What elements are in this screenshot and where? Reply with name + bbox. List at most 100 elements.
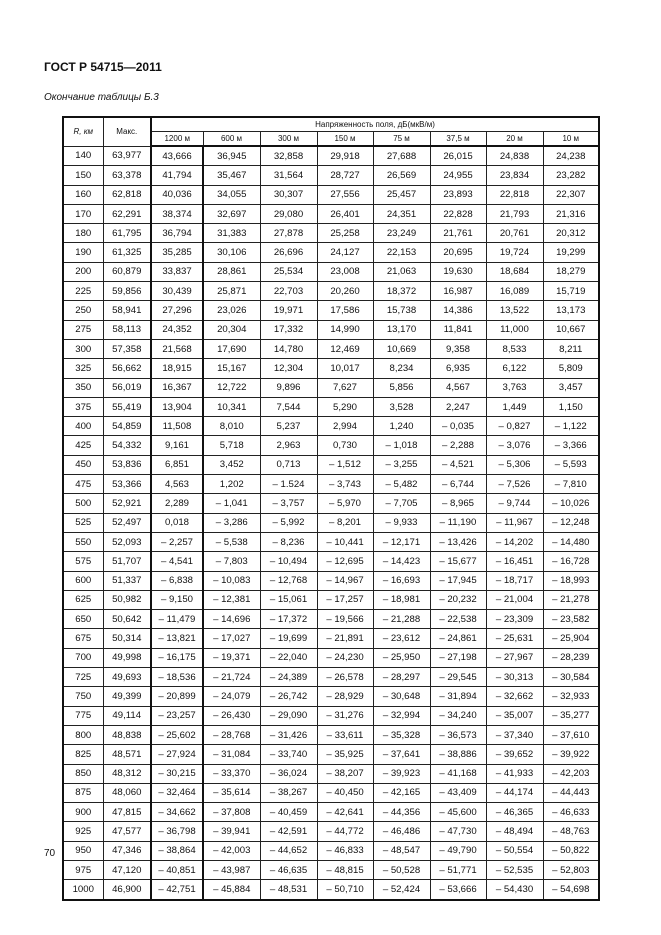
table-cell: – 53,666 bbox=[429, 879, 487, 901]
table-cell: – 23,612 bbox=[372, 628, 431, 649]
table-row: 975 47,120– 40,851– 43,987– 46,635– 48,81… bbox=[62, 859, 600, 881]
table-cell: – 37,340 bbox=[485, 724, 544, 746]
table-cell: – 37,641 bbox=[372, 744, 431, 765]
table-cell: 60,879 bbox=[102, 261, 152, 283]
table-cell: 26,401 bbox=[316, 203, 374, 225]
table-cell: 140 bbox=[62, 145, 104, 167]
table-cell: – 47,730 bbox=[429, 821, 487, 842]
table-cell: 19,971 bbox=[259, 300, 318, 321]
table-cell: 3,452 bbox=[202, 454, 261, 476]
table-cell: – 30,584 bbox=[542, 667, 600, 688]
table-cell: – 36,798 bbox=[150, 821, 204, 842]
table-cell: – 0,827 bbox=[485, 416, 544, 437]
table-cell: 450 bbox=[62, 454, 104, 476]
table-cell: – 39,923 bbox=[372, 763, 431, 784]
table-cell: – 18,981 bbox=[372, 589, 431, 611]
table-cell: – 33,611 bbox=[316, 724, 374, 746]
table-cell: – 52,803 bbox=[542, 859, 600, 881]
table-cell: – 7,526 bbox=[485, 474, 544, 495]
table-cell: – 33,370 bbox=[202, 763, 261, 784]
table-cell: 40,036 bbox=[150, 184, 204, 205]
table-cell: 24,955 bbox=[429, 165, 487, 186]
table-cell: 19,724 bbox=[485, 242, 544, 263]
table-cell: – 50,554 bbox=[485, 840, 544, 861]
table-cell: – 3,366 bbox=[542, 435, 600, 456]
table-cell: 21,063 bbox=[372, 261, 431, 283]
table-cell: 23,249 bbox=[372, 223, 431, 244]
table-cell: 3,528 bbox=[372, 396, 431, 418]
table-cell: – 37,808 bbox=[202, 802, 261, 823]
table-cell: – 31,426 bbox=[259, 724, 318, 746]
table-cell: – 17,372 bbox=[259, 609, 318, 630]
table-cell: 49,693 bbox=[102, 667, 152, 688]
table-cell: 825 bbox=[62, 744, 104, 765]
table-cell: – 8,965 bbox=[429, 493, 487, 514]
table-row: 325 56,662 18,915 15,167 12,304 10,017 8,234 6,… bbox=[62, 358, 600, 379]
table-cell: – 35,277 bbox=[542, 705, 600, 726]
table-cell: – 23,582 bbox=[542, 609, 600, 630]
table-cell: 22,818 bbox=[485, 184, 544, 205]
table-row: 500 52,921 2,289– 1,041– 3,757– 5,970– 7,7… bbox=[62, 493, 600, 514]
table-cell: 22,153 bbox=[372, 242, 431, 263]
table-cell: – 46,486 bbox=[372, 821, 431, 842]
table-cell: 53,836 bbox=[102, 454, 152, 476]
table-cell: 6,851 bbox=[150, 454, 204, 476]
column-header-height: 1200 м bbox=[150, 131, 204, 147]
table-cell: – 35,007 bbox=[485, 705, 544, 726]
table-cell: 875 bbox=[62, 782, 104, 804]
table-cell: 12,469 bbox=[316, 338, 374, 360]
table-cell: – 21,278 bbox=[542, 589, 600, 611]
table-cell: 52,093 bbox=[102, 531, 152, 553]
table-cell: – 1,018 bbox=[372, 435, 431, 456]
table-cell: 325 bbox=[62, 358, 104, 379]
table-cell: 17,586 bbox=[316, 300, 374, 321]
table-cell: – 4,521 bbox=[429, 454, 487, 476]
table-cell: 6,935 bbox=[429, 358, 487, 379]
table-cell: – 32,994 bbox=[372, 705, 431, 726]
table-cell: – 12,695 bbox=[316, 551, 374, 572]
table-cell: 54,859 bbox=[102, 416, 152, 437]
table-cell: – 5,992 bbox=[259, 512, 318, 533]
table-cell: – 13,821 bbox=[150, 628, 204, 649]
table-cell: 47,577 bbox=[102, 821, 152, 842]
table-cell: 62,818 bbox=[102, 184, 152, 205]
table-cell: – 45,600 bbox=[429, 802, 487, 823]
table-cell: – 50,822 bbox=[542, 840, 600, 861]
table-cell: – 34,662 bbox=[150, 802, 204, 823]
table-cell: – 29,090 bbox=[259, 705, 318, 726]
table-cell: – 31,084 bbox=[202, 744, 261, 765]
column-header-distance: R, км bbox=[62, 116, 104, 147]
table-cell: 0,713 bbox=[259, 454, 318, 476]
table-row: 250 58,941 27,296 23,026 19,971 17,586 15,738 1… bbox=[62, 300, 600, 321]
table-cell: 5,290 bbox=[316, 396, 374, 418]
table-cell: 35,285 bbox=[150, 242, 204, 263]
table-row: 625 50,982– 9,150– 12,381– 15,061– 17,257… bbox=[62, 589, 600, 611]
table-cell: – 25,631 bbox=[485, 628, 544, 649]
table-row: 1000 46,900– 42,751– 45,884– 48,531– 50,7… bbox=[62, 879, 600, 901]
table-cell: – 44,174 bbox=[485, 782, 544, 804]
table-cell: – 5,970 bbox=[316, 493, 374, 514]
table-cell: – 14,480 bbox=[542, 531, 600, 553]
table-cell: 15,167 bbox=[202, 358, 261, 379]
table-cell: 10,017 bbox=[316, 358, 374, 379]
table-cell: – 27,924 bbox=[150, 744, 204, 765]
table-cell: 26,015 bbox=[429, 145, 487, 167]
table-cell: 190 bbox=[62, 242, 104, 263]
table-cell: – 40,450 bbox=[316, 782, 374, 804]
table-cell: – 7,705 bbox=[372, 493, 431, 514]
table-cell: 1,150 bbox=[542, 396, 600, 418]
table-cell: 160 bbox=[62, 184, 104, 205]
table-cell: 27,556 bbox=[316, 184, 374, 205]
table-caption: Окончание таблицы Б.3 bbox=[44, 92, 159, 103]
table-cell: 27,296 bbox=[150, 300, 204, 321]
table-cell: – 54,430 bbox=[485, 879, 544, 901]
table-row: 450 53,836 6,851 3,452 0,713– 1,512– 3,255– … bbox=[62, 454, 600, 476]
table-cell: 31,383 bbox=[202, 223, 261, 244]
table-cell: – 51,771 bbox=[429, 859, 487, 881]
table-cell: 61,325 bbox=[102, 242, 152, 263]
table-cell: – 26,430 bbox=[202, 705, 261, 726]
table-cell: 22,828 bbox=[429, 203, 487, 225]
table-cell: – 45,884 bbox=[202, 879, 261, 901]
column-header-height: 37,5 м bbox=[429, 131, 487, 147]
table-cell: – 25,602 bbox=[150, 724, 204, 746]
